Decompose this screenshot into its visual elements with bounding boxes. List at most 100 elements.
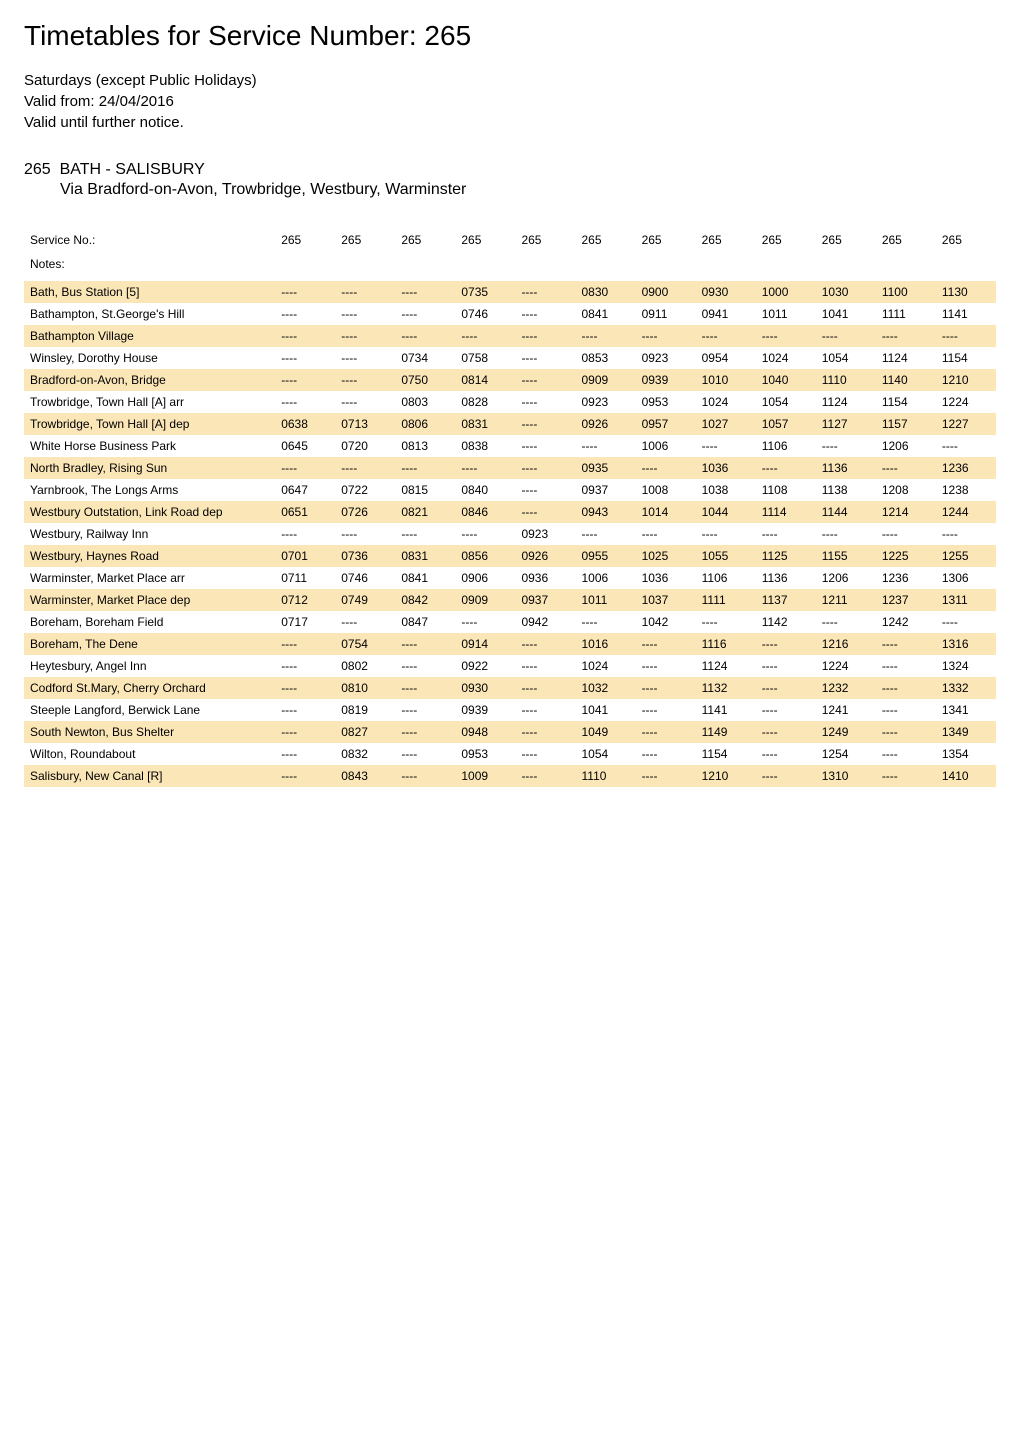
time-cell: 0722 — [335, 479, 395, 501]
time-cell: ---- — [876, 655, 936, 677]
time-cell: ---- — [395, 677, 455, 699]
time-cell: ---- — [395, 281, 455, 303]
time-cell: ---- — [275, 677, 335, 699]
time-cell: 1140 — [876, 369, 936, 391]
notes-row: Notes: — [24, 253, 996, 281]
time-cell: 1025 — [636, 545, 696, 567]
time-cell: 1132 — [696, 677, 756, 699]
time-cell: 1236 — [876, 567, 936, 589]
time-cell: ---- — [275, 523, 335, 545]
time-cell: ---- — [876, 633, 936, 655]
time-cell: 1057 — [756, 413, 816, 435]
route-heading: 265 BATH - SALISBURY — [24, 161, 996, 179]
timetable: Service No.:2652652652652652652652652652… — [24, 229, 996, 787]
time-cell: ---- — [275, 699, 335, 721]
time-cell: ---- — [636, 523, 696, 545]
time-cell: 1136 — [816, 457, 876, 479]
stop-name-cell: White Horse Business Park — [24, 435, 275, 457]
time-cell: ---- — [876, 721, 936, 743]
time-cell: ---- — [576, 523, 636, 545]
time-cell: 0815 — [395, 479, 455, 501]
time-cell: ---- — [876, 765, 936, 787]
info-block: Saturdays (except Public Holidays) Valid… — [24, 70, 996, 133]
time-cell: 1341 — [936, 699, 996, 721]
time-cell: 0926 — [576, 413, 636, 435]
time-cell: 0758 — [455, 347, 515, 369]
stop-name-cell: South Newton, Bus Shelter — [24, 721, 275, 743]
time-cell: 1124 — [816, 391, 876, 413]
timetable-body: Service No.:2652652652652652652652652652… — [24, 229, 996, 787]
time-cell: 1049 — [576, 721, 636, 743]
time-cell: 1144 — [816, 501, 876, 523]
time-cell: ---- — [455, 523, 515, 545]
time-cell: 1154 — [876, 391, 936, 413]
time-cell: ---- — [636, 677, 696, 699]
time-cell: 1255 — [936, 545, 996, 567]
time-cell: 0906 — [455, 567, 515, 589]
time-cell: 0942 — [515, 611, 575, 633]
time-cell: ---- — [636, 325, 696, 347]
service-number-cell: 265 — [696, 229, 756, 253]
time-cell: ---- — [455, 325, 515, 347]
time-cell: ---- — [515, 699, 575, 721]
stop-name-cell: Bradford-on-Avon, Bridge — [24, 369, 275, 391]
time-cell: 0701 — [275, 545, 335, 567]
time-cell: 1310 — [816, 765, 876, 787]
time-cell: 1232 — [816, 677, 876, 699]
stop-name-cell: Warminster, Market Place dep — [24, 589, 275, 611]
time-cell: 1036 — [696, 457, 756, 479]
time-cell: 1040 — [756, 369, 816, 391]
time-cell: 1354 — [936, 743, 996, 765]
time-cell: 1032 — [576, 677, 636, 699]
notes-cell — [395, 253, 455, 281]
time-cell: ---- — [515, 655, 575, 677]
stop-name-cell: Boreham, Boreham Field — [24, 611, 275, 633]
time-cell: ---- — [335, 281, 395, 303]
time-cell: ---- — [876, 743, 936, 765]
time-cell: 0819 — [335, 699, 395, 721]
time-cell: ---- — [936, 325, 996, 347]
time-cell: 1011 — [756, 303, 816, 325]
time-cell: ---- — [756, 677, 816, 699]
time-cell: 1110 — [576, 765, 636, 787]
time-cell: ---- — [515, 325, 575, 347]
time-cell: 1106 — [756, 435, 816, 457]
stop-name-cell: Heytesbury, Angel Inn — [24, 655, 275, 677]
time-cell: 0734 — [395, 347, 455, 369]
time-cell: ---- — [275, 765, 335, 787]
time-cell: ---- — [696, 325, 756, 347]
time-cell: 0953 — [455, 743, 515, 765]
time-cell: 0647 — [275, 479, 335, 501]
time-cell: 1042 — [636, 611, 696, 633]
time-cell: 0937 — [576, 479, 636, 501]
time-cell: 1038 — [696, 479, 756, 501]
time-cell: 1108 — [756, 479, 816, 501]
time-cell: ---- — [515, 303, 575, 325]
time-cell: ---- — [636, 765, 696, 787]
time-cell: 0713 — [335, 413, 395, 435]
stop-name-cell: Trowbridge, Town Hall [A] arr — [24, 391, 275, 413]
time-cell: 0841 — [395, 567, 455, 589]
notes-cell — [515, 253, 575, 281]
time-cell: 1037 — [636, 589, 696, 611]
time-cell: ---- — [515, 435, 575, 457]
stop-name-cell: Trowbridge, Town Hall [A] dep — [24, 413, 275, 435]
time-cell: 1210 — [696, 765, 756, 787]
time-cell: ---- — [816, 611, 876, 633]
time-cell: ---- — [515, 743, 575, 765]
time-cell: 1008 — [636, 479, 696, 501]
time-cell: 0943 — [576, 501, 636, 523]
time-cell: ---- — [816, 523, 876, 545]
notes-cell — [455, 253, 515, 281]
time-cell: 1014 — [636, 501, 696, 523]
stop-name-cell: Winsley, Dorothy House — [24, 347, 275, 369]
notes-cell — [816, 253, 876, 281]
time-cell: 1249 — [816, 721, 876, 743]
time-cell: ---- — [696, 611, 756, 633]
table-row: South Newton, Bus Shelter----0827----094… — [24, 721, 996, 743]
time-cell: ---- — [936, 611, 996, 633]
time-cell: 1106 — [696, 567, 756, 589]
time-cell: 1127 — [816, 413, 876, 435]
time-cell: ---- — [395, 655, 455, 677]
time-cell: 0831 — [395, 545, 455, 567]
